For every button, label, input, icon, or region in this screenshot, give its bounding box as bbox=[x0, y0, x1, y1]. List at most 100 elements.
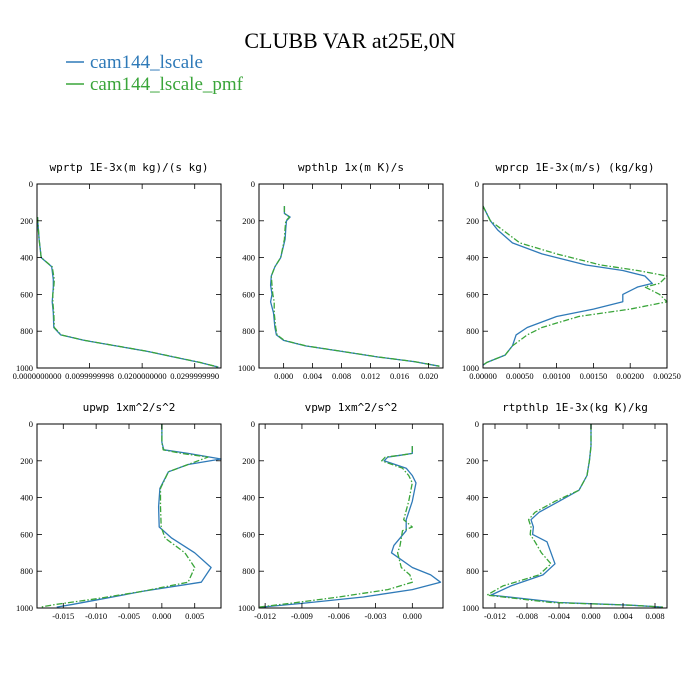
panels: wprtp 1E-3x(m kg)/(s kg) 0 200 400 600 800 100… bbox=[13, 161, 681, 621]
panel-4: upwp 1xm^2/s^2 0 200 400 600 800 1000 -0.015 -0.… bbox=[16, 401, 222, 621]
y-tick-label: 0 bbox=[475, 419, 479, 429]
x-tick-label: 0.008 bbox=[645, 611, 664, 621]
series-line-cam144-lscale bbox=[36, 217, 219, 368]
y-tick-label: 0 bbox=[29, 419, 33, 429]
panel-5: vpwp 1xm^2/s^2 0 200 400 600 800 1000-0.012 -0.… bbox=[238, 401, 444, 621]
series-line-cam144-lscale-pmf bbox=[258, 446, 413, 608]
y-tick-label: 200 bbox=[20, 456, 33, 466]
series-line-cam144-lscale bbox=[482, 205, 653, 366]
figure-title: CLUBB VAR at25E,0N bbox=[244, 28, 455, 53]
x-tick-label: 0.000 bbox=[274, 371, 293, 381]
panel-title: wprtp 1E-3x(m kg)/(s kg) bbox=[50, 161, 209, 174]
y-tick-label: 400 bbox=[466, 493, 479, 503]
x-tick-label: 0.0099999998 bbox=[65, 371, 114, 381]
y-tick-label: 0 bbox=[251, 419, 255, 429]
y-tick-label: 800 bbox=[466, 566, 479, 576]
plot-frame bbox=[482, 183, 668, 369]
series-line-cam144-lscale bbox=[56, 424, 222, 608]
y-tick-label: 400 bbox=[20, 493, 33, 503]
y-tick-label: 1000 bbox=[462, 603, 479, 613]
y-tick-label: 600 bbox=[20, 529, 33, 539]
y-tick-label: 800 bbox=[20, 326, 33, 336]
y-tick-label: 0 bbox=[29, 179, 33, 189]
panel-title: wprcp 1E-3x(m/s) (kg/kg) bbox=[496, 161, 655, 174]
x-tick-label: 0.00250 bbox=[653, 371, 681, 381]
x-tick-label: 0.005 bbox=[185, 611, 204, 621]
x-tick-label: 0.008 bbox=[332, 371, 351, 381]
y-tick-label: 600 bbox=[466, 529, 479, 539]
legend-label-cam144-lscale-pmf: cam144_lscale_pmf bbox=[90, 74, 244, 95]
series-line-cam144-lscale bbox=[269, 206, 440, 367]
plot-frame bbox=[258, 183, 444, 369]
series-line-cam144-lscale bbox=[490, 424, 664, 608]
y-tick-label: 0 bbox=[475, 179, 479, 189]
x-tick-label: 0.00000 bbox=[469, 371, 497, 381]
legend: cam144_lscale cam144_lscale_pmf bbox=[66, 52, 244, 95]
y-tick-label: 600 bbox=[20, 289, 33, 299]
y-tick-label: 1000 bbox=[238, 603, 255, 613]
y-tick-label: 200 bbox=[466, 216, 479, 226]
y-tick-label: 400 bbox=[20, 253, 33, 263]
series-line-cam144-lscale-pmf bbox=[482, 205, 668, 366]
x-tick-label: 0.012 bbox=[361, 371, 380, 381]
x-tick-label: -0.015 bbox=[52, 611, 74, 621]
panel-title: vpwp 1xm^2/s^2 bbox=[305, 401, 398, 414]
x-tick-label: 0.00050 bbox=[506, 371, 534, 381]
y-tick-label: 200 bbox=[242, 456, 255, 466]
x-tick-label: 0.000 bbox=[403, 611, 422, 621]
x-tick-label: 0.004 bbox=[613, 611, 633, 621]
panel-1: wprtp 1E-3x(m kg)/(s kg) 0 200 400 600 800 100… bbox=[13, 161, 222, 381]
x-tick-label: 0.004 bbox=[303, 371, 323, 381]
y-tick-label: 600 bbox=[242, 289, 255, 299]
x-tick-label: 0.00150 bbox=[580, 371, 608, 381]
x-tick-label: -0.012 bbox=[484, 611, 506, 621]
x-tick-label: 0.000 bbox=[152, 611, 171, 621]
panel-6: rtpthlp 1E-3x(kg K)/kg02004006008001000-… bbox=[462, 401, 668, 621]
y-tick-label: 200 bbox=[20, 216, 33, 226]
y-tick-label: 1000 bbox=[238, 363, 255, 373]
y-tick-label: 800 bbox=[242, 326, 255, 336]
series-line-cam144-lscale-pmf bbox=[270, 206, 440, 367]
x-tick-label: -0.005 bbox=[118, 611, 140, 621]
y-tick-label: 400 bbox=[242, 253, 255, 263]
panel-title: upwp 1xm^2/s^2 bbox=[83, 401, 176, 414]
panel-3: wprcp 1E-3x(m/s) (kg/kg) 0 200 400 600 800 100… bbox=[462, 161, 681, 381]
y-tick-label: 800 bbox=[466, 326, 479, 336]
x-tick-label: -0.008 bbox=[516, 611, 538, 621]
y-tick-label: 400 bbox=[466, 253, 479, 263]
y-tick-label: 600 bbox=[242, 529, 255, 539]
x-tick-label: 0.0299999990 bbox=[170, 371, 219, 381]
series-line-cam144-lscale-pmf bbox=[36, 217, 219, 368]
plot-frame bbox=[258, 423, 444, 609]
x-tick-label: -0.006 bbox=[328, 611, 350, 621]
y-tick-label: 400 bbox=[242, 493, 255, 503]
x-tick-label: 0.000 bbox=[581, 611, 600, 621]
x-tick-label: -0.009 bbox=[291, 611, 313, 621]
plot-frame bbox=[36, 183, 222, 369]
x-tick-label: 0.0200000000 bbox=[118, 371, 167, 381]
x-tick-label: -0.003 bbox=[365, 611, 387, 621]
panel-2: wpthlp 1x(m K)/s 0 200 400 600 800 1000 0.000 0.… bbox=[238, 161, 444, 381]
x-tick-label: 0.00200 bbox=[616, 371, 644, 381]
y-tick-label: 0 bbox=[251, 179, 255, 189]
panel-title: wpthlp 1x(m K)/s bbox=[298, 161, 404, 174]
x-tick-label: 0.00100 bbox=[543, 371, 571, 381]
y-tick-label: 200 bbox=[466, 456, 479, 466]
x-tick-label: -0.010 bbox=[85, 611, 107, 621]
y-tick-label: 200 bbox=[242, 216, 255, 226]
plot-frame bbox=[482, 423, 668, 609]
y-tick-label: 1000 bbox=[16, 363, 33, 373]
series-line-cam144-lscale bbox=[261, 446, 442, 608]
x-tick-label: 0.0000000000 bbox=[13, 371, 62, 381]
y-tick-label: 1000 bbox=[16, 603, 33, 613]
x-tick-label: 0.020 bbox=[419, 371, 438, 381]
plot-frame bbox=[36, 423, 222, 609]
panel-title: rtpthlp 1E-3x(kg K)/kg bbox=[502, 401, 648, 414]
y-tick-label: 800 bbox=[20, 566, 33, 576]
legend-label-cam144-lscale: cam144_lscale bbox=[90, 52, 203, 73]
x-tick-label: -0.004 bbox=[548, 611, 571, 621]
y-tick-label: 800 bbox=[242, 566, 255, 576]
x-tick-label: 0.016 bbox=[390, 371, 409, 381]
series-line-cam144-lscale-pmf bbox=[40, 424, 209, 608]
